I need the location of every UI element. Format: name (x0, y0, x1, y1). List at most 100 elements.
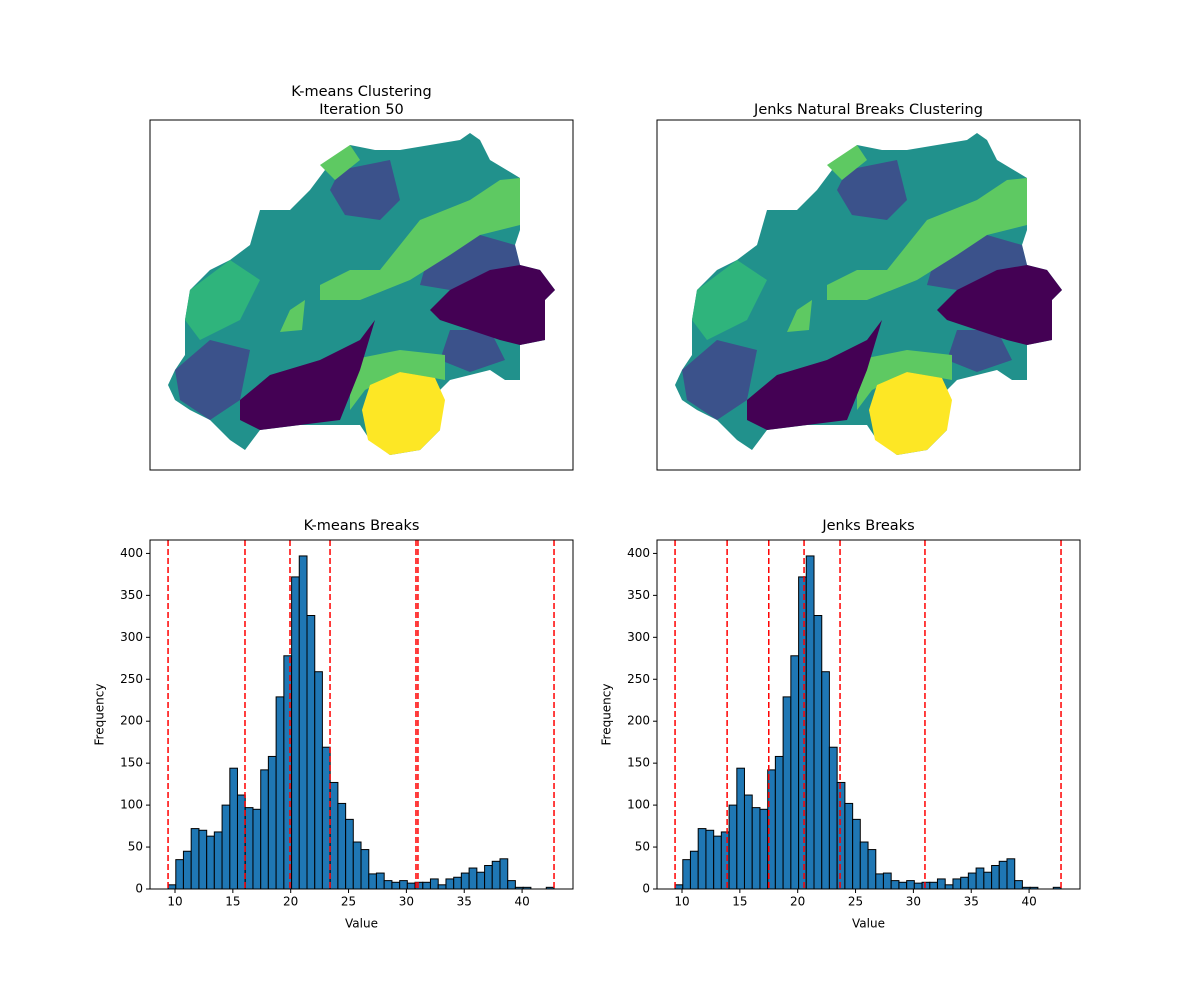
bar (983, 871, 993, 890)
bar (406, 882, 416, 890)
bar (697, 828, 707, 890)
bar (460, 872, 470, 890)
bar (275, 696, 285, 890)
axes-frame (149, 539, 574, 890)
bar (236, 794, 246, 890)
x-tick-label: 25 (848, 895, 863, 909)
axes-frame (656, 119, 1081, 471)
bar (1014, 880, 1023, 890)
bar (260, 769, 269, 890)
bar (936, 878, 946, 890)
x-tick-label: 15 (732, 895, 747, 909)
bar (445, 878, 455, 890)
y-tick-label: 100 (120, 798, 143, 812)
bar (921, 881, 931, 890)
bar (345, 818, 354, 890)
chart-title: Jenks Breaks (821, 518, 914, 534)
y-tick-label: 50 (635, 840, 650, 854)
x-axis-label: Value (852, 917, 885, 931)
y-tick-label: 300 (627, 630, 650, 644)
bar (267, 755, 277, 890)
bar (898, 881, 908, 890)
bar (713, 835, 722, 890)
bar (1006, 858, 1016, 890)
bar (798, 576, 807, 890)
bar (751, 807, 761, 890)
bar (298, 555, 308, 890)
bar (383, 880, 393, 890)
bar (244, 807, 254, 890)
x-tick-label: 20 (790, 895, 805, 909)
bar (375, 872, 385, 890)
y-axis-label: Frequency (93, 684, 107, 746)
bar (314, 671, 323, 890)
y-axis-label: Frequency (600, 684, 614, 746)
bar (167, 884, 177, 890)
bar (229, 767, 238, 890)
cluster-map (168, 133, 555, 455)
bar (828, 746, 838, 890)
x-tick-label: 35 (457, 895, 472, 909)
bar (491, 860, 501, 890)
bar (484, 865, 493, 890)
bar (321, 746, 331, 890)
x-tick-label: 10 (674, 895, 689, 909)
bar (453, 876, 462, 890)
x-tick-label: 10 (167, 895, 182, 909)
bar (975, 867, 985, 890)
y-tick-label: 350 (627, 588, 650, 602)
bar (998, 860, 1008, 890)
bar (329, 781, 339, 890)
y-tick-label: 0 (642, 882, 650, 896)
x-tick-label: 35 (964, 895, 979, 909)
bar (352, 841, 362, 890)
bar (368, 873, 377, 890)
y-tick-label: 200 (627, 714, 650, 728)
y-tick-label: 400 (120, 546, 143, 560)
x-tick-label: 40 (1021, 895, 1036, 909)
bar (743, 794, 753, 890)
bar (774, 755, 784, 890)
bar (882, 872, 892, 890)
bar (213, 831, 223, 890)
bar (306, 615, 316, 890)
bar (952, 878, 962, 890)
x-tick-label: 20 (283, 895, 298, 909)
bar (682, 859, 691, 890)
bar (705, 829, 715, 890)
y-tick-label: 50 (128, 840, 143, 854)
bar (836, 781, 846, 890)
bar (429, 878, 439, 890)
bar (391, 881, 401, 890)
bar (468, 867, 478, 890)
bar (929, 881, 938, 890)
bar (360, 849, 370, 890)
bar (507, 880, 516, 890)
bar (790, 655, 800, 890)
axes-frame (656, 539, 1081, 890)
bar (759, 808, 769, 890)
bar (913, 882, 923, 890)
y-tick-label: 100 (627, 798, 650, 812)
bar (337, 802, 347, 890)
bar (859, 841, 869, 890)
chart-title: K-means Clustering (291, 84, 431, 100)
y-tick-label: 250 (120, 672, 143, 686)
bar (206, 835, 215, 890)
bar (283, 655, 293, 890)
bar (813, 615, 823, 890)
y-tick-label: 300 (120, 630, 143, 644)
y-tick-label: 400 (627, 546, 650, 560)
bar (190, 828, 200, 890)
bar (476, 871, 486, 890)
x-tick-label: 40 (514, 895, 529, 909)
bar (422, 881, 431, 890)
bar (906, 880, 915, 890)
bar (852, 818, 861, 890)
bar (720, 831, 730, 890)
bar (221, 804, 231, 890)
y-tick-label: 150 (120, 756, 143, 770)
bar (875, 873, 884, 890)
chart-title: Jenks Natural Breaks Clustering (753, 102, 983, 118)
